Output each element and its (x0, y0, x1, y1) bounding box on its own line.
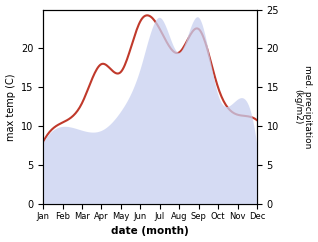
Y-axis label: med. precipitation
(kg/m2): med. precipitation (kg/m2) (293, 65, 313, 149)
Y-axis label: max temp (C): max temp (C) (5, 73, 16, 141)
X-axis label: date (month): date (month) (111, 227, 189, 236)
